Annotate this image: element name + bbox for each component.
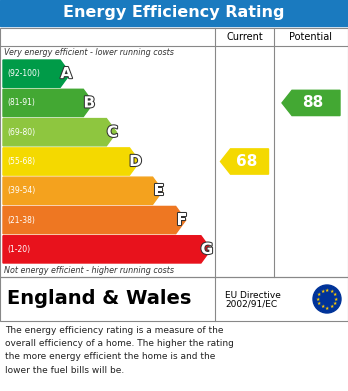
Polygon shape xyxy=(3,89,93,117)
Bar xyxy=(0,277,348,321)
Text: ★: ★ xyxy=(325,305,329,310)
Text: (1-20): (1-20) xyxy=(7,245,30,254)
Text: ★: ★ xyxy=(333,292,337,297)
Circle shape xyxy=(313,285,341,313)
Text: The energy efficiency rating is a measure of the
overall efficiency of a home. T: The energy efficiency rating is a measur… xyxy=(5,326,234,375)
Text: (39-54): (39-54) xyxy=(7,186,35,195)
Polygon shape xyxy=(282,90,340,116)
Polygon shape xyxy=(3,148,140,175)
Text: D: D xyxy=(129,154,142,169)
Text: Energy Efficiency Rating: Energy Efficiency Rating xyxy=(63,5,285,20)
Text: ★: ★ xyxy=(316,296,320,301)
Text: ★: ★ xyxy=(317,301,322,306)
Text: (21-38): (21-38) xyxy=(7,215,35,224)
Text: 88: 88 xyxy=(302,95,324,110)
Text: Potential: Potential xyxy=(290,32,332,42)
Text: EU Directive: EU Directive xyxy=(225,291,281,300)
Text: 2002/91/EC: 2002/91/EC xyxy=(225,300,277,308)
Polygon shape xyxy=(3,60,70,87)
Text: (81-91): (81-91) xyxy=(7,99,35,108)
Text: 68: 68 xyxy=(236,154,257,169)
Text: (55-68): (55-68) xyxy=(7,157,35,166)
Text: C: C xyxy=(107,125,118,140)
Text: ★: ★ xyxy=(320,289,325,294)
Text: B: B xyxy=(84,95,95,110)
Text: ★: ★ xyxy=(329,289,334,294)
Polygon shape xyxy=(221,149,269,174)
Text: ★: ★ xyxy=(334,296,338,301)
Polygon shape xyxy=(3,177,163,204)
Bar xyxy=(0,0,348,26)
Text: Current: Current xyxy=(226,32,263,42)
Text: ★: ★ xyxy=(320,304,325,309)
Text: England & Wales: England & Wales xyxy=(7,289,191,308)
Text: ★: ★ xyxy=(317,292,322,297)
Text: Not energy efficient - higher running costs: Not energy efficient - higher running co… xyxy=(4,266,174,275)
Text: ★: ★ xyxy=(333,301,337,306)
Polygon shape xyxy=(3,236,211,263)
Text: (92-100): (92-100) xyxy=(7,69,40,78)
Text: ★: ★ xyxy=(329,304,334,309)
Text: F: F xyxy=(176,213,187,228)
Text: G: G xyxy=(201,242,213,257)
Text: ★: ★ xyxy=(325,287,329,292)
Text: A: A xyxy=(60,66,72,81)
Text: Very energy efficient - lower running costs: Very energy efficient - lower running co… xyxy=(4,48,174,57)
Polygon shape xyxy=(3,206,186,234)
Polygon shape xyxy=(3,118,116,146)
Bar xyxy=(0,28,348,277)
Text: (69-80): (69-80) xyxy=(7,128,35,137)
Text: E: E xyxy=(153,183,164,198)
